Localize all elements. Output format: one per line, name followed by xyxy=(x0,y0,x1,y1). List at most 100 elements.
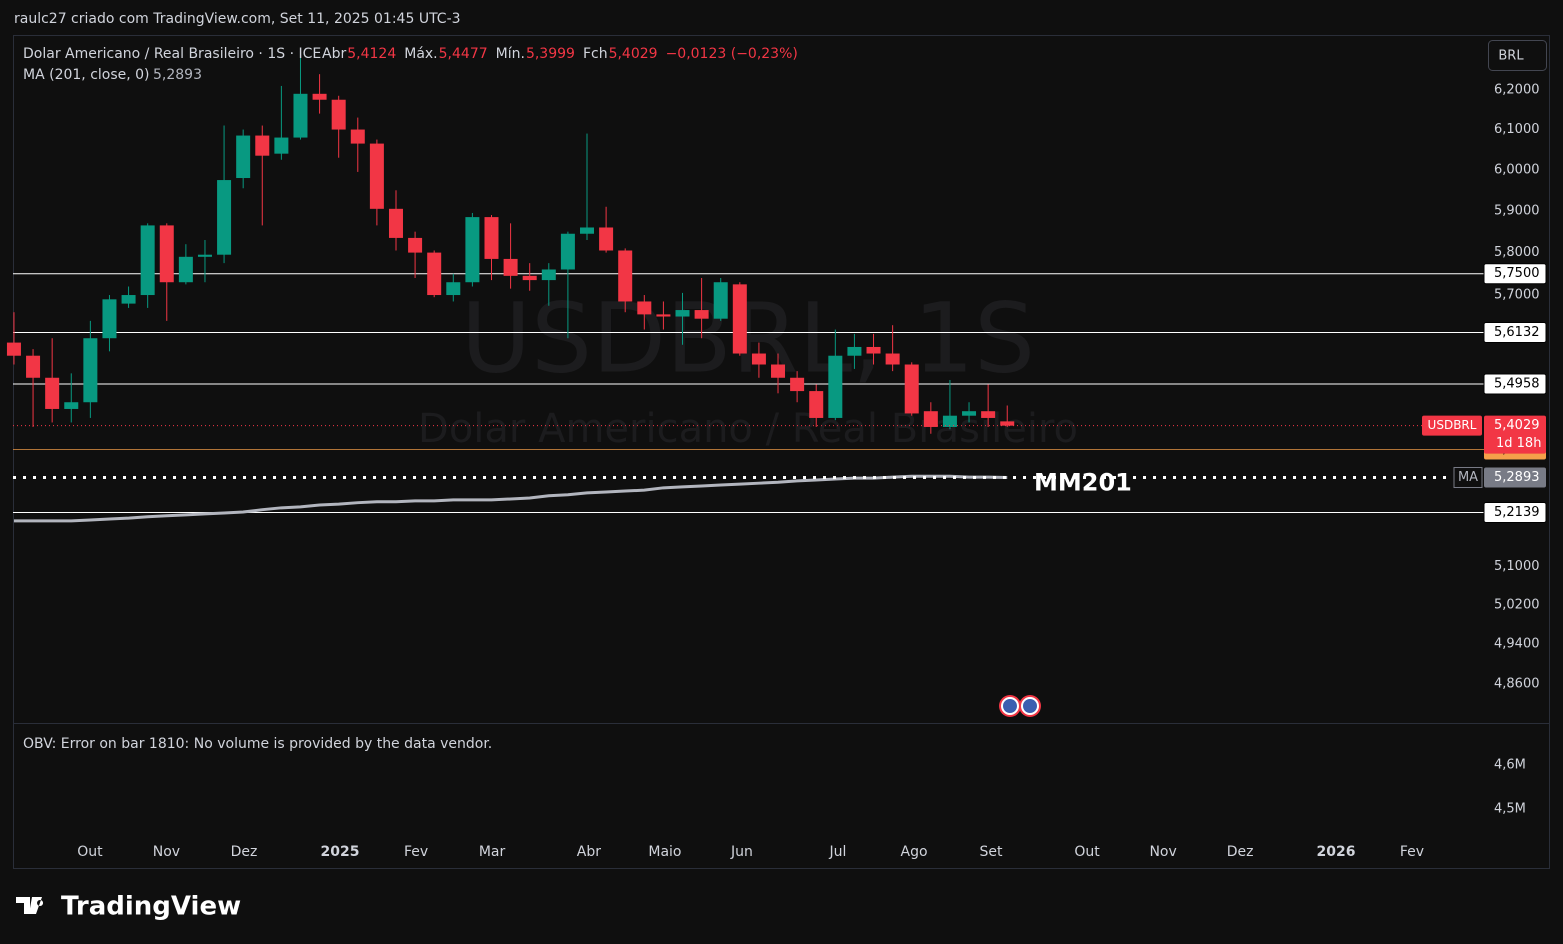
y-tick-label: 5,7000 xyxy=(1494,288,1540,303)
level-tag xyxy=(1483,502,1547,524)
ma-axis-tag xyxy=(1453,467,1483,489)
level-tag-label: 5,4958 xyxy=(1494,377,1540,392)
candle-body xyxy=(427,252,442,296)
candle-body xyxy=(1000,421,1015,426)
last-price-symbol: USDBRL xyxy=(1428,418,1477,432)
candle-body xyxy=(618,250,633,302)
x-tick-label: Dez xyxy=(1227,844,1254,860)
x-tick-label: 2026 xyxy=(1316,844,1355,860)
candle-body xyxy=(751,353,766,365)
candle-body xyxy=(828,355,843,418)
ma-tag-label: 5,2893 xyxy=(1494,470,1540,485)
x-tick-label: Fev xyxy=(1400,844,1424,860)
x-tick-label: Mar xyxy=(479,844,506,860)
y-tick-label: 6,2000 xyxy=(1494,82,1540,97)
legend-value: 5,4124 xyxy=(347,46,396,62)
ma-legend: MA (201, close, 0) xyxy=(23,67,150,83)
last-price-tag xyxy=(1484,415,1546,454)
candle-body xyxy=(293,93,308,138)
candle-body xyxy=(159,225,174,283)
x-tick-label: Nov xyxy=(153,844,180,860)
candle-body xyxy=(560,233,575,270)
candle-body xyxy=(312,93,327,100)
x-tick-label: Dez xyxy=(231,844,258,860)
obv-message: OBV: Error on bar 1810: No volume is pro… xyxy=(23,736,492,752)
ma-tag xyxy=(1484,467,1546,488)
currency-button-label[interactable]: BRL xyxy=(1498,49,1524,64)
candle-body xyxy=(217,180,232,255)
chart-frame xyxy=(13,35,1550,869)
candle-body xyxy=(847,346,862,356)
candle-body xyxy=(580,227,595,234)
level-tag xyxy=(1483,373,1547,395)
candle-body xyxy=(713,282,728,319)
legend-label: Abr xyxy=(322,46,346,62)
candle-body xyxy=(388,208,403,238)
candle-body xyxy=(408,237,423,253)
candle-body xyxy=(923,411,938,427)
level-tag-label: 5,2139 xyxy=(1494,505,1540,520)
candle-body xyxy=(140,225,155,296)
ma-legend-value: 5,2893 xyxy=(153,67,202,83)
credit: raulc27 criado com TradingView.com, Set … xyxy=(14,11,461,27)
watermark-name: Dolar Americano / Real Brasileiro xyxy=(418,406,1078,452)
candle-body xyxy=(121,295,136,304)
candle-body xyxy=(790,377,805,392)
candle-body xyxy=(599,227,614,251)
candle-body xyxy=(637,301,652,315)
legend-value: 5,4477 xyxy=(439,46,488,62)
level-tag xyxy=(1483,321,1547,343)
last-price-symbol-tag xyxy=(1422,415,1482,436)
last-price-countdown: 1d 18h xyxy=(1496,436,1541,451)
level-tag-label: 5,6132 xyxy=(1494,325,1540,340)
logo-icon xyxy=(16,897,44,914)
y-tick-label: 5,8000 xyxy=(1494,245,1540,260)
level-tag xyxy=(1483,263,1547,285)
flag-icon[interactable] xyxy=(1001,697,1019,715)
candle-body xyxy=(866,346,881,354)
candle-body xyxy=(45,377,60,409)
x-tick-label: Out xyxy=(77,844,103,860)
x-tick-label: Out xyxy=(1074,844,1100,860)
legend-label: Máx. xyxy=(404,46,437,62)
x-tick-label: Set xyxy=(980,844,1004,860)
obv-tick-label: 4,5M xyxy=(1494,801,1526,816)
last-price-label: 5,4029 xyxy=(1494,418,1540,433)
level-tag-label: 5,7500 xyxy=(1494,266,1540,281)
candle-body xyxy=(369,143,384,209)
y-tick-label: 6,0000 xyxy=(1494,162,1540,177)
candle-body xyxy=(503,258,518,276)
candle-body xyxy=(732,284,747,354)
candle-body xyxy=(962,411,977,416)
candle-body xyxy=(484,217,499,259)
candle-body xyxy=(83,338,98,403)
candle-body xyxy=(675,310,690,317)
x-tick-label: Maio xyxy=(648,844,681,860)
legend-value: 5,3999 xyxy=(526,46,575,62)
candle-body xyxy=(350,129,365,144)
candle-body xyxy=(255,135,270,156)
candle-body xyxy=(197,254,212,257)
candle-body xyxy=(446,282,461,296)
chart-title: Dolar Americano / Real Brasileiro · 1S ·… xyxy=(23,46,321,62)
candle-body xyxy=(274,137,289,154)
candle-body xyxy=(6,342,21,356)
x-tick-label: Abr xyxy=(577,844,601,860)
legend-label: Mín. xyxy=(496,46,525,62)
flag-icon[interactable] xyxy=(1021,697,1039,715)
event-flags[interactable] xyxy=(999,695,1041,717)
legend-value: 5,4029 xyxy=(609,46,658,62)
x-tick-label: Jul xyxy=(829,844,847,860)
candle-body xyxy=(942,415,957,427)
logo: TradingView xyxy=(61,892,241,922)
candle-body xyxy=(541,269,556,281)
candle-body xyxy=(522,275,537,281)
y-tick-label: 5,0200 xyxy=(1494,598,1540,613)
x-tick-label: 2025 xyxy=(321,844,360,860)
ma-annotation: MM201 xyxy=(1034,469,1132,497)
candle-body xyxy=(809,391,824,418)
candle-body xyxy=(102,299,117,339)
x-tick-label: Nov xyxy=(1149,844,1176,860)
currency-button[interactable] xyxy=(1488,40,1547,71)
